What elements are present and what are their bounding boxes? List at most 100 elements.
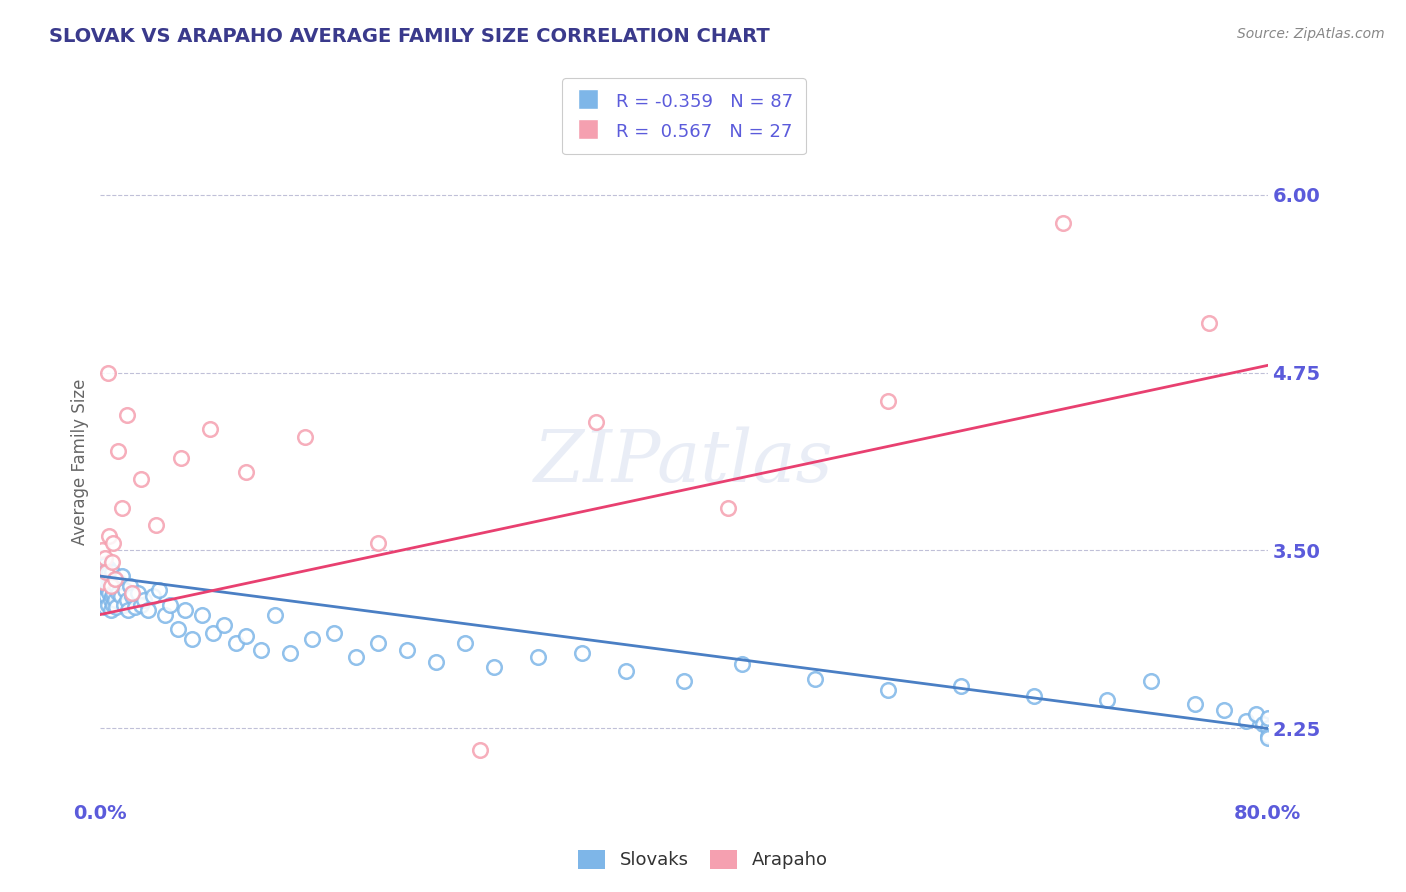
- Point: [214, 617, 236, 632]
- Point: [235, 465, 257, 479]
- Point: [101, 565, 124, 579]
- Point: [235, 629, 257, 643]
- Point: [110, 589, 132, 603]
- Point: [804, 672, 827, 686]
- Point: [96, 574, 118, 589]
- Point: [104, 593, 127, 607]
- Point: [101, 589, 124, 603]
- Point: [105, 600, 128, 615]
- Point: [1234, 714, 1257, 729]
- Point: [100, 579, 122, 593]
- Point: [107, 443, 129, 458]
- Point: [103, 536, 125, 550]
- Point: [278, 646, 301, 660]
- Point: [425, 655, 447, 669]
- Point: [322, 626, 344, 640]
- Point: [103, 574, 125, 589]
- Point: [717, 500, 740, 515]
- Point: [142, 589, 165, 603]
- Point: [100, 572, 122, 586]
- Point: [96, 589, 118, 603]
- Point: [201, 626, 224, 640]
- Point: [250, 643, 273, 657]
- Point: [90, 586, 112, 600]
- Point: [169, 450, 191, 465]
- Point: [1052, 216, 1074, 230]
- Point: [181, 632, 204, 646]
- Point: [395, 643, 418, 657]
- Text: SLOVAK VS ARAPAHO AVERAGE FAMILY SIZE CORRELATION CHART: SLOVAK VS ARAPAHO AVERAGE FAMILY SIZE CO…: [49, 27, 770, 45]
- Point: [344, 650, 367, 665]
- Point: [1140, 674, 1163, 689]
- Point: [100, 593, 122, 607]
- Point: [100, 603, 122, 617]
- Point: [571, 646, 593, 660]
- Point: [1251, 717, 1274, 731]
- Point: [264, 607, 287, 622]
- Point: [121, 589, 143, 603]
- Point: [98, 529, 121, 543]
- Point: [97, 366, 120, 380]
- Point: [90, 572, 112, 586]
- Point: [101, 579, 124, 593]
- Point: [484, 660, 506, 674]
- Point: [129, 472, 152, 486]
- Point: [93, 550, 115, 565]
- Point: [191, 607, 214, 622]
- Point: [614, 665, 637, 679]
- Point: [367, 636, 389, 650]
- Point: [97, 598, 120, 612]
- Text: ZIPatlas: ZIPatlas: [534, 426, 834, 497]
- Point: [301, 632, 323, 646]
- Point: [1257, 711, 1279, 725]
- Legend: Slovaks, Arapaho: Slovaks, Arapaho: [569, 841, 837, 879]
- Point: [115, 593, 138, 607]
- Point: [112, 598, 135, 612]
- Point: [159, 598, 181, 612]
- Legend: R = -0.359   N = 87, R =  0.567   N = 27: R = -0.359 N = 87, R = 0.567 N = 27: [562, 78, 806, 154]
- Point: [1244, 707, 1267, 722]
- Point: [118, 579, 141, 593]
- Point: [91, 593, 114, 607]
- Point: [1257, 729, 1279, 743]
- Point: [105, 579, 128, 593]
- Point: [174, 603, 197, 617]
- Point: [124, 600, 146, 615]
- Point: [129, 598, 152, 612]
- Point: [107, 586, 129, 600]
- Point: [103, 586, 125, 600]
- Y-axis label: Average Family Size: Average Family Size: [72, 378, 89, 545]
- Point: [877, 683, 900, 698]
- Point: [93, 579, 115, 593]
- Point: [153, 607, 176, 622]
- Point: [98, 586, 121, 600]
- Point: [114, 583, 136, 598]
- Point: [585, 415, 607, 429]
- Point: [367, 536, 389, 550]
- Point: [145, 517, 167, 532]
- Point: [117, 603, 139, 617]
- Point: [121, 586, 143, 600]
- Point: [93, 600, 115, 615]
- Point: [111, 569, 134, 583]
- Point: [115, 408, 138, 422]
- Point: [1024, 689, 1046, 703]
- Point: [127, 586, 149, 600]
- Point: [1257, 722, 1279, 736]
- Point: [96, 565, 118, 579]
- Point: [98, 574, 121, 589]
- Point: [108, 574, 131, 589]
- Point: [134, 593, 156, 607]
- Point: [468, 743, 491, 757]
- Point: [672, 674, 695, 689]
- Point: [104, 572, 127, 586]
- Point: [527, 650, 550, 665]
- Point: [731, 657, 754, 672]
- Point: [97, 583, 120, 598]
- Point: [877, 394, 900, 409]
- Point: [103, 598, 125, 612]
- Point: [294, 429, 316, 443]
- Point: [1198, 316, 1220, 330]
- Point: [90, 543, 112, 558]
- Point: [138, 603, 160, 617]
